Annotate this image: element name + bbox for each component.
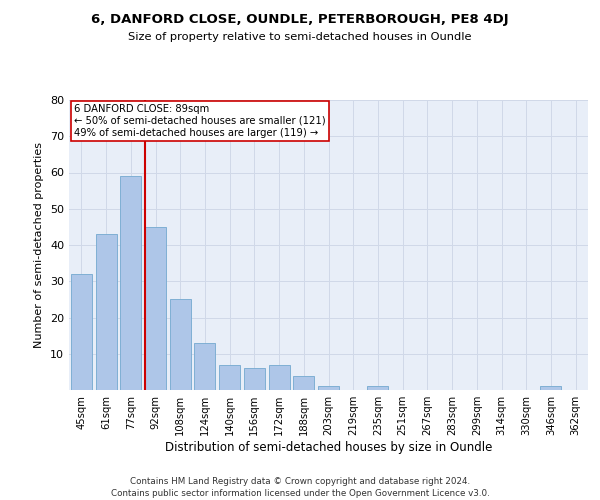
- Bar: [293, 376, 314, 390]
- Bar: [95, 234, 116, 390]
- Text: Size of property relative to semi-detached houses in Oundle: Size of property relative to semi-detach…: [128, 32, 472, 42]
- Bar: [194, 343, 215, 390]
- Y-axis label: Number of semi-detached properties: Number of semi-detached properties: [34, 142, 44, 348]
- Bar: [367, 386, 388, 390]
- Bar: [145, 227, 166, 390]
- Bar: [541, 386, 562, 390]
- Text: 6 DANFORD CLOSE: 89sqm
← 50% of semi-detached houses are smaller (121)
49% of se: 6 DANFORD CLOSE: 89sqm ← 50% of semi-det…: [74, 104, 326, 138]
- Bar: [170, 300, 191, 390]
- Bar: [71, 274, 92, 390]
- Text: Contains public sector information licensed under the Open Government Licence v3: Contains public sector information licen…: [110, 489, 490, 498]
- Bar: [219, 364, 240, 390]
- Bar: [244, 368, 265, 390]
- Bar: [318, 386, 339, 390]
- Bar: [269, 364, 290, 390]
- Bar: [120, 176, 141, 390]
- Text: Contains HM Land Registry data © Crown copyright and database right 2024.: Contains HM Land Registry data © Crown c…: [130, 478, 470, 486]
- Text: 6, DANFORD CLOSE, OUNDLE, PETERBOROUGH, PE8 4DJ: 6, DANFORD CLOSE, OUNDLE, PETERBOROUGH, …: [91, 12, 509, 26]
- X-axis label: Distribution of semi-detached houses by size in Oundle: Distribution of semi-detached houses by …: [165, 441, 492, 454]
